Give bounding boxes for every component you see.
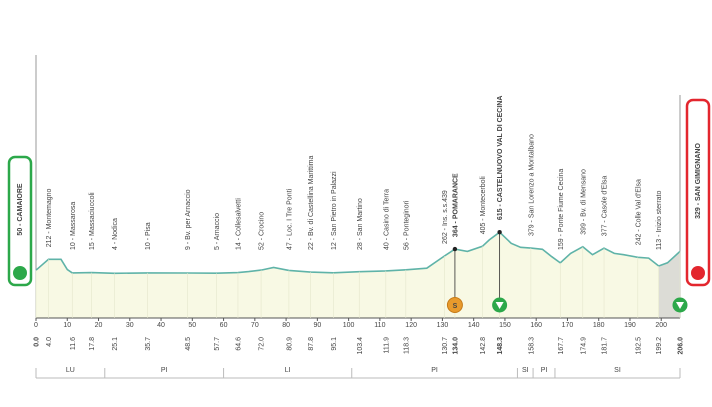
sprint-marker xyxy=(446,297,463,313)
region-label: LI xyxy=(285,367,291,374)
waypoint-km: 181.7 xyxy=(602,337,609,355)
x-tick-label: 180 xyxy=(593,322,605,329)
sprint-label: S xyxy=(453,303,458,310)
x-tick-label: 200 xyxy=(655,322,667,329)
waypoint-km: 0.0 xyxy=(34,337,41,347)
waypoint-label: 379 - San Lorenzo a Montalbano xyxy=(528,134,535,236)
waypoint-km: 142.8 xyxy=(480,337,487,355)
waypoint-km: 4.0 xyxy=(46,337,53,347)
x-tick-label: 90 xyxy=(313,322,321,329)
waypoint-label: 28 - San Martino xyxy=(357,198,364,250)
place-label: 329 - SAN GIMIGNANO xyxy=(695,143,702,219)
x-tick-label: 130 xyxy=(437,322,449,329)
x-tick-label: 190 xyxy=(624,322,636,329)
x-tick-label: 20 xyxy=(95,322,103,329)
climb-dot xyxy=(452,246,458,252)
waypoint-km: 35.7 xyxy=(145,337,152,351)
waypoint-km: 111.9 xyxy=(383,337,390,354)
x-tick-label: 110 xyxy=(374,322,385,329)
waypoint-km: 118.3 xyxy=(403,337,410,354)
waypoint-km: 130.7 xyxy=(442,337,449,355)
region-label: SI xyxy=(522,367,529,374)
place-icon xyxy=(13,266,27,280)
region-label: PI xyxy=(161,367,168,374)
profile-area xyxy=(36,232,680,318)
place-icon xyxy=(691,266,705,280)
waypoint-km: 167.7 xyxy=(558,337,565,355)
waypoint-label: 212 - Montemagno xyxy=(46,188,53,247)
x-tick-label: 80 xyxy=(282,322,290,329)
waypoint-km: 11.6 xyxy=(70,337,77,350)
region-label: PI xyxy=(541,367,548,374)
waypoint-label: 10 - Massarosa xyxy=(70,202,77,250)
waypoint-label: 14 - Collesalvetti xyxy=(235,198,242,250)
waypoint-km: 158.3 xyxy=(528,337,535,355)
waypoint-km: 57.7 xyxy=(214,337,221,351)
waypoint-label: 364 - POMARANCE xyxy=(452,173,459,237)
waypoint-label: 399 - Bv. di Mensano xyxy=(580,169,587,235)
waypoint-label: 47 - Loc. I Tre Ponti xyxy=(286,188,293,250)
waypoint-km: 199.2 xyxy=(656,337,663,355)
waypoint-label: 377 - Casole d'Elsa xyxy=(602,176,609,237)
x-tick-label: 30 xyxy=(126,322,134,329)
waypoint-label: 113 - Inizio sterrato xyxy=(656,190,663,250)
waypoint-km: 192.5 xyxy=(635,337,642,355)
place-box xyxy=(685,98,711,287)
waypoint-label: 10 - Pisa xyxy=(145,222,152,250)
waypoint-label: 52 - Crocino xyxy=(259,212,266,250)
waypoint-label: 262 - Ins. s.s.439 xyxy=(442,190,449,244)
x-tick-label: 70 xyxy=(251,322,259,329)
x-tick-label: 50 xyxy=(188,322,196,329)
waypoint-label: 5 - Arnaccio xyxy=(214,213,221,250)
waypoint-km: 95.1 xyxy=(331,337,338,351)
kom-icon xyxy=(495,302,504,309)
waypoint-label: 15 - Massaciuccoli xyxy=(89,192,96,250)
waypoint-km: 134.0 xyxy=(452,337,459,355)
x-tick-label: 160 xyxy=(530,322,542,329)
waypoint-label: 12 - San Pietro in Palazzi xyxy=(331,171,338,250)
x-tick-label: 120 xyxy=(405,322,417,329)
waypoint-label: 159 - Ponte Fiume Cecina xyxy=(558,169,565,250)
kom-icon xyxy=(676,302,684,309)
waypoint-km: 72.0 xyxy=(259,337,266,351)
waypoint-label: 242 - Colle Val d'Elsa xyxy=(635,179,642,245)
x-tick-label: 140 xyxy=(468,322,480,329)
place-label: 50 - CAMAIORE xyxy=(17,183,24,235)
region-label: PI xyxy=(431,367,438,374)
x-tick-label: 60 xyxy=(220,322,228,329)
x-tick-label: 100 xyxy=(343,322,355,329)
waypoint-label: 56 - Ponteginori xyxy=(403,200,410,250)
waypoint-km: 87.8 xyxy=(308,337,315,351)
waypoint-km: 64.6 xyxy=(235,337,242,351)
waypoint-km: 80.9 xyxy=(286,337,293,351)
waypoint-km: 174.9 xyxy=(580,337,587,355)
x-tick-label: 150 xyxy=(499,322,511,329)
x-tick-label: 170 xyxy=(562,322,574,329)
waypoint-km: 48.5 xyxy=(185,337,192,351)
waypoint-label: 405 - Montecerboli xyxy=(480,176,487,234)
waypoint-label: 40 - Casino di Terra xyxy=(383,189,390,250)
x-tick-label: 0 xyxy=(34,322,38,329)
waypoint-km: 148.3 xyxy=(497,337,504,355)
waypoint-km: 25.1 xyxy=(112,337,119,351)
waypoint-km: 206.0 xyxy=(678,337,685,355)
waypoint-km: 17.8 xyxy=(89,337,96,351)
x-tick-label: 10 xyxy=(63,322,71,329)
place-box xyxy=(7,155,33,287)
climb-dot xyxy=(497,229,502,235)
x-tick-label: 40 xyxy=(157,322,165,329)
waypoint-label: 22 - Bv. di Castellina Marittima xyxy=(308,155,315,250)
region-label: SI xyxy=(614,367,621,374)
region-label: LU xyxy=(66,367,75,374)
waypoint-label: 615 - CASTELNUOVO VAL DI CECINA xyxy=(497,96,504,221)
waypoint-km: 103.4 xyxy=(357,337,364,355)
waypoint-label: 9 - Bv. per Arnaccio xyxy=(185,189,192,250)
profile-line xyxy=(35,231,681,275)
waypoint-label: 4 - Nodica xyxy=(112,218,119,250)
